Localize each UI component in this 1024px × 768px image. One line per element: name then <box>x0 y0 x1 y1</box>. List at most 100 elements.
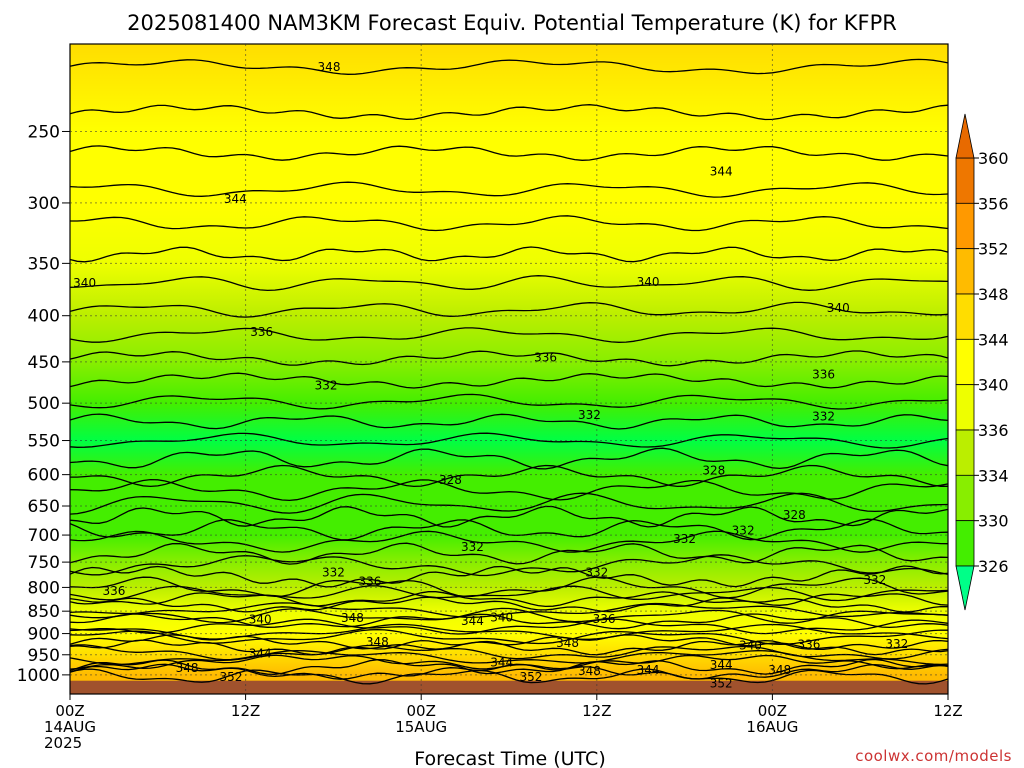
contour-line <box>69 618 949 635</box>
contour-line <box>69 639 949 656</box>
contour-line <box>69 554 949 577</box>
contour-line <box>69 542 949 565</box>
contour-label: 332 <box>673 532 696 546</box>
contour-line <box>69 246 949 263</box>
colorbar-label: 330 <box>978 512 1009 531</box>
y-tick-label: 500 <box>28 394 60 414</box>
contour-line <box>69 668 949 685</box>
contour-line <box>69 350 949 367</box>
contour-line <box>69 327 949 343</box>
contour-line <box>69 58 949 75</box>
plot-area <box>69 43 949 695</box>
contour-label: 332 <box>578 408 601 422</box>
contour-line <box>69 585 949 602</box>
contour-label: 348 <box>556 636 579 650</box>
contour-label: 332 <box>585 565 608 579</box>
colorbar-segment <box>955 429 975 476</box>
contour-label: 348 <box>366 635 389 649</box>
contour-label: 336 <box>812 368 835 382</box>
contour-line <box>69 372 949 389</box>
contour-label: 336 <box>250 325 273 339</box>
y-tick-label: 850 <box>28 602 60 622</box>
x-axis-label: Forecast Time (UTC) <box>414 748 605 768</box>
y-axis-ticks: 250 300 350 400 450 500 550 600 650 700 750 800 850 9… <box>17 122 70 686</box>
x-tick-label: 12Z <box>582 702 611 720</box>
colorbar-label: 352 <box>978 240 1009 259</box>
contour-label: 348 <box>341 611 364 625</box>
contour-line <box>69 432 949 449</box>
x-tick-label: 00Z <box>55 702 84 720</box>
colorbar-label: 360 <box>978 149 1009 168</box>
contour-line <box>69 518 949 541</box>
contour-line <box>69 181 949 198</box>
heatmap-field <box>70 44 948 694</box>
contour-line <box>69 596 949 613</box>
contour-label: 332 <box>315 379 338 393</box>
below-ground-band <box>70 680 948 694</box>
contour-line <box>69 565 949 588</box>
contour-line <box>69 393 949 410</box>
contour-label: 340 <box>249 612 272 626</box>
contour-line <box>69 145 949 161</box>
contour-line <box>69 634 949 651</box>
contour-labels: 348 344 344 340 340 340 336 336 336 332 332 332 328 3… <box>73 60 908 691</box>
contour-label: 328 <box>702 464 725 478</box>
colorbar-segment <box>955 157 975 204</box>
plot-frame <box>69 43 949 695</box>
colorbar-segment <box>955 248 975 295</box>
contour-line <box>69 607 949 624</box>
x-tick-label: 12Z <box>231 702 260 720</box>
y-tick-label: 450 <box>28 353 60 373</box>
contour-label: 340 <box>827 301 850 315</box>
contour-label: 332 <box>461 540 484 554</box>
contour-label: 344 <box>461 614 484 628</box>
contour-line <box>69 649 949 666</box>
contour-label: 352 <box>710 676 733 690</box>
contour-label: 328 <box>783 508 806 522</box>
contour-line <box>69 530 949 553</box>
contour-label: 352 <box>220 670 243 684</box>
contour-label: 336 <box>534 350 557 364</box>
contour-label: 332 <box>322 565 345 579</box>
contour-line <box>69 275 949 292</box>
y-tick-label: 750 <box>28 553 60 573</box>
contour-lines <box>69 58 949 685</box>
colorbar-segment <box>955 384 975 431</box>
colorbar-label: 326 <box>978 557 1009 576</box>
y-tick-label: 350 <box>28 254 60 274</box>
x-tick-label: 2025 <box>44 734 82 752</box>
contour-label: 340 <box>490 611 513 625</box>
colorbar-label: 356 <box>978 194 1009 213</box>
contour-label: 344 <box>710 165 733 179</box>
colorbar: 360 356 352 348 344 340 336 334 330 326 <box>955 113 1009 611</box>
contour-line <box>70 464 948 488</box>
contour-line <box>69 623 949 640</box>
colorbar-label: 334 <box>978 466 1009 485</box>
contour-label: 352 <box>519 670 542 684</box>
credit-text[interactable]: coolwx.com/models <box>855 747 1012 765</box>
contour-label: 348 <box>768 663 791 677</box>
contour-label: 348 <box>318 60 341 74</box>
contour-label: 344 <box>490 656 513 670</box>
contour-line <box>69 613 949 630</box>
colorbar-under-arrow <box>955 565 975 611</box>
contour-label: 344 <box>637 663 660 677</box>
colorbar-over-arrow <box>955 113 975 159</box>
contour-label: 336 <box>359 574 382 588</box>
colorbar-label: 336 <box>978 421 1009 440</box>
y-tick-label: 800 <box>28 578 60 598</box>
y-tick-label: 1000 <box>17 666 60 686</box>
contour-line <box>69 505 949 528</box>
contour-label: 340 <box>739 639 762 653</box>
contour-line <box>69 447 949 470</box>
contour-line <box>69 104 949 121</box>
contour-label: 336 <box>798 637 821 651</box>
y-tick-label: 700 <box>28 526 60 546</box>
x-tick-label: 15AUG <box>395 718 447 736</box>
contour-label: 340 <box>637 275 660 289</box>
contour-label: 336 <box>102 584 125 598</box>
contour-line <box>69 591 949 608</box>
x-tick-label: 16AUG <box>746 718 798 736</box>
